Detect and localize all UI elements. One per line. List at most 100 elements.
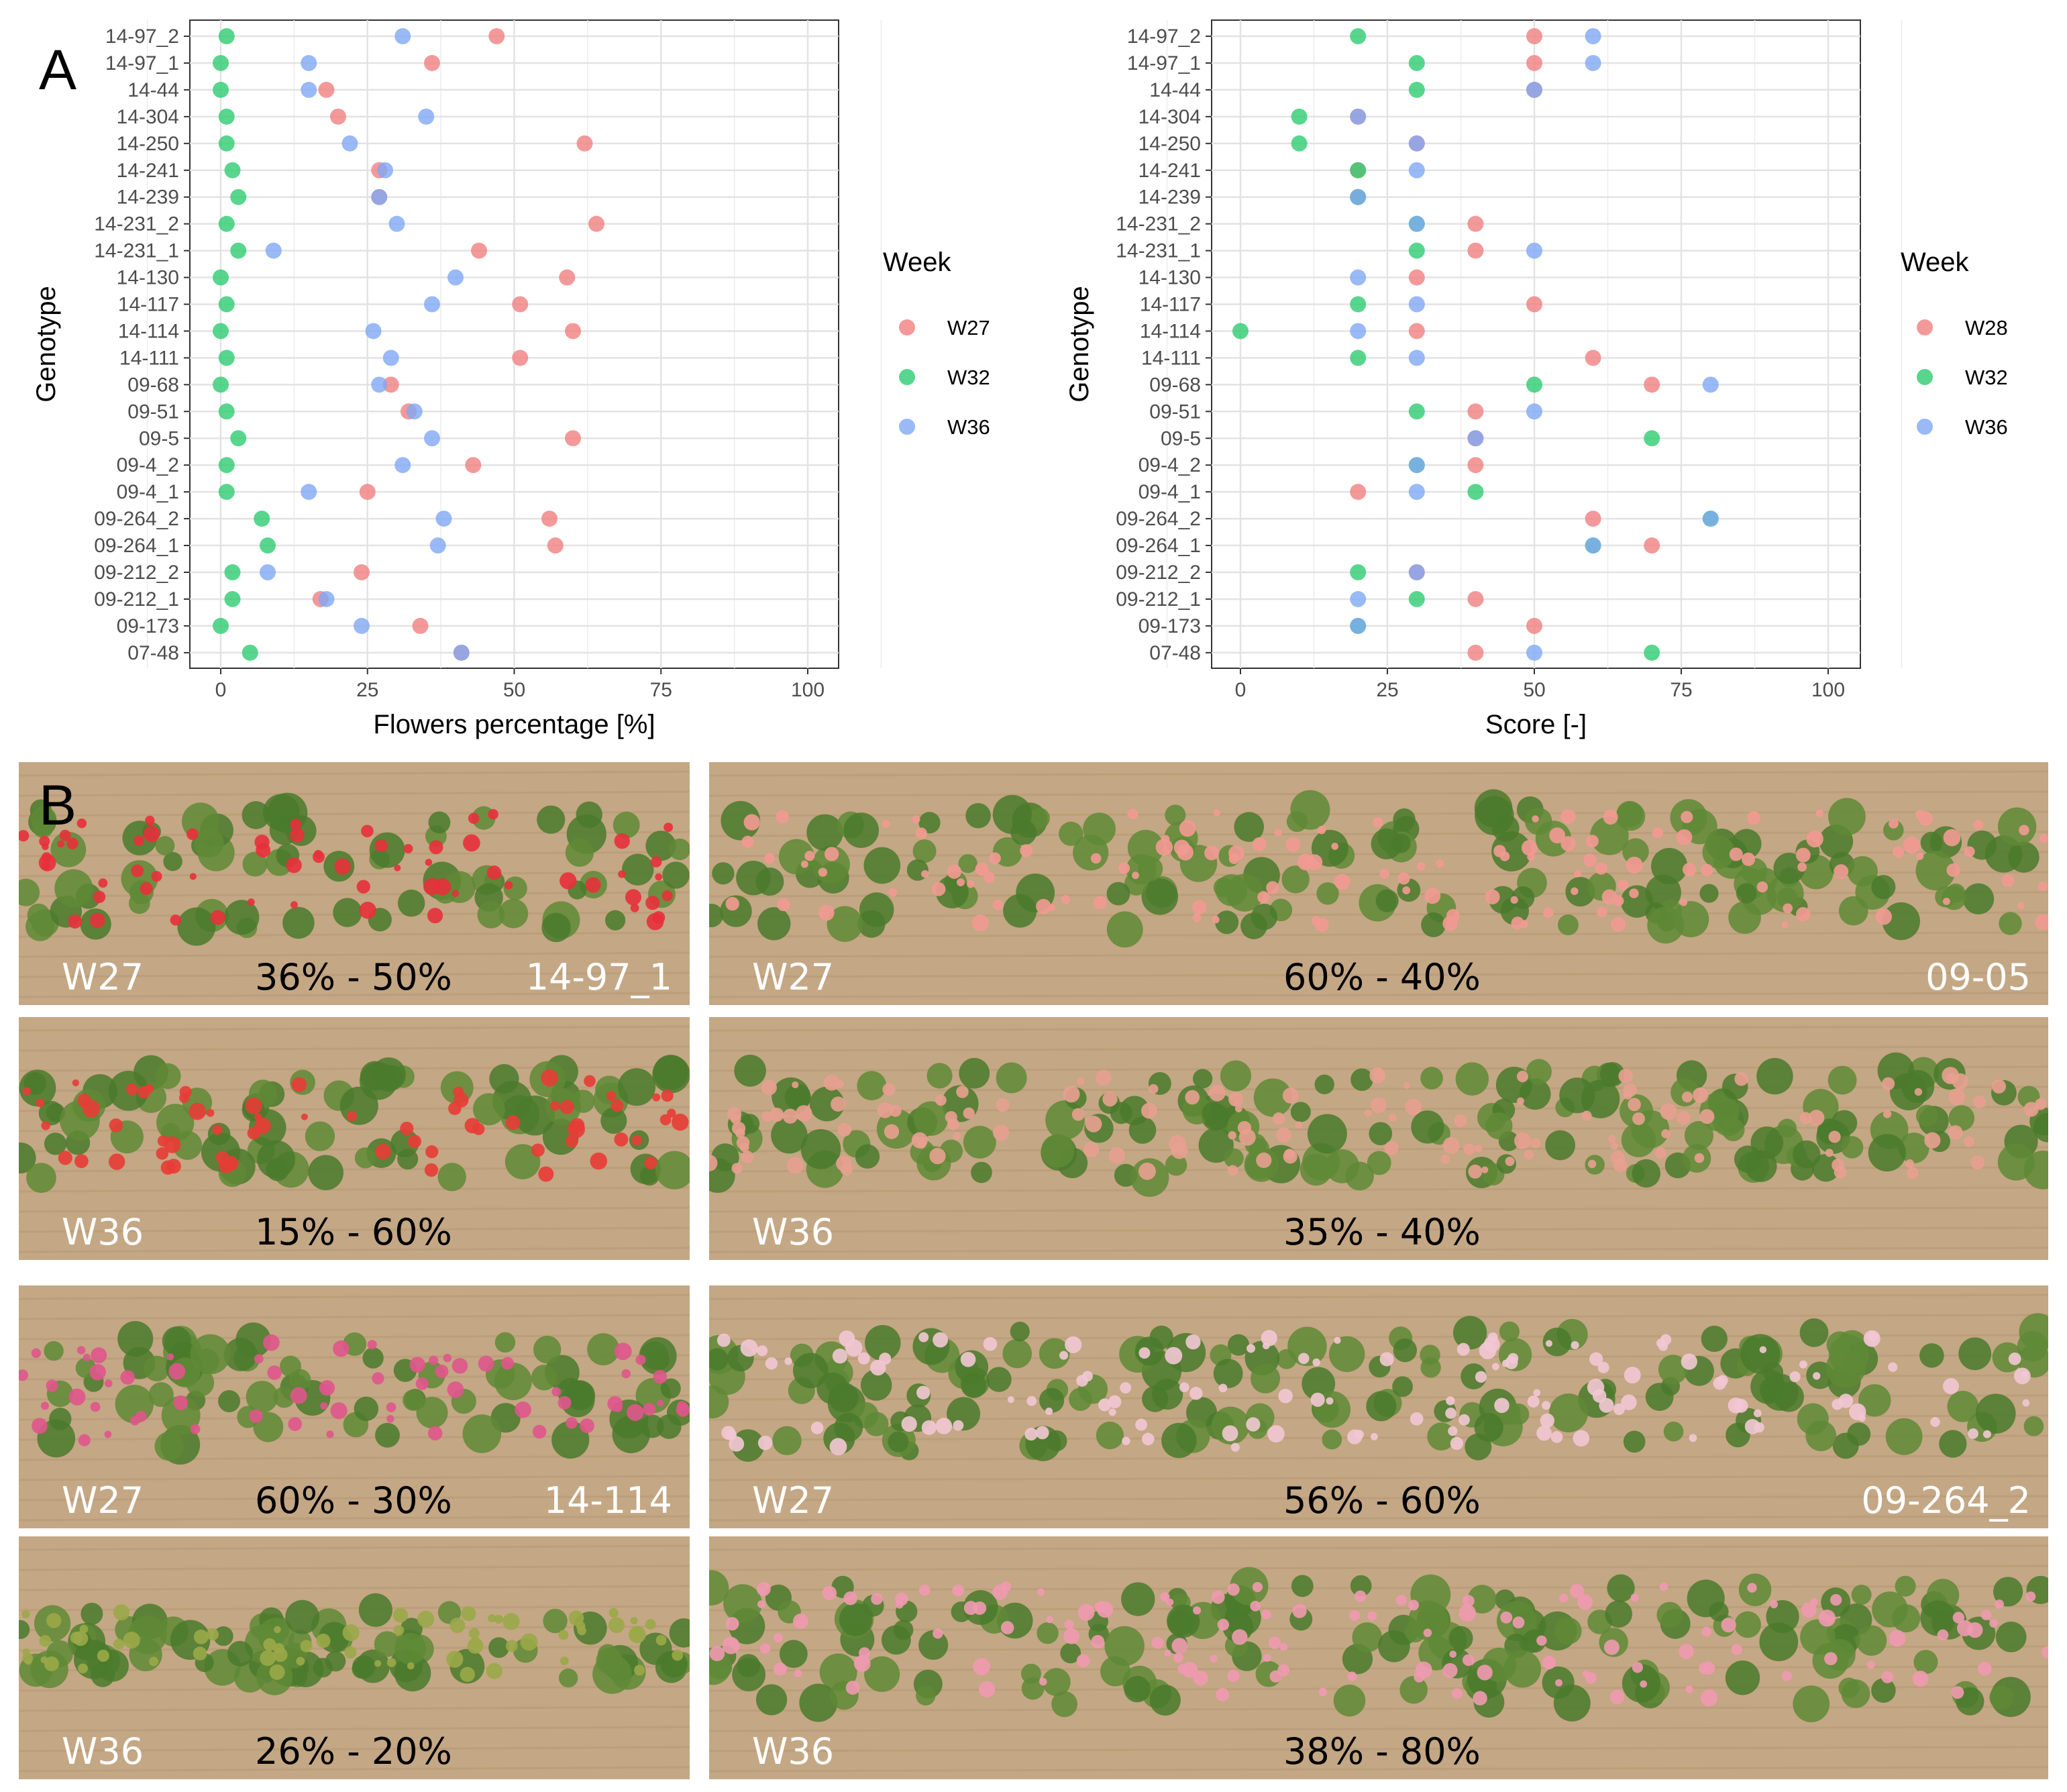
x-tick-label: 25 [1376,679,1398,701]
y-tick-label: 09-264_1 [1116,535,1201,557]
photo-genotype-label: 09-264_2 [1861,1479,2031,1522]
legend-key-w32 [1917,369,1933,385]
photo-percentage-label: 38% - 80% [1283,1730,1481,1773]
data-point-w32 [213,323,229,339]
data-point-w36 [1408,564,1425,580]
data-point-w28 [1408,269,1425,286]
y-tick-label: 09-212_2 [1116,562,1201,584]
x-tick-label: 0 [215,679,227,701]
data-point-w36 [1585,28,1601,44]
y-tick-label: 14-231_1 [1116,240,1201,262]
y-tick-label: 14-239 [1138,187,1201,209]
data-point-w36 [318,590,335,607]
rose-photo-2: W27 60% - 40% 09-05 [709,762,2048,1005]
data-point-w32 [1408,403,1425,420]
y-tick-label: 14-304 [1138,106,1201,128]
data-point-w27 [559,269,576,286]
data-point-w32 [218,350,235,366]
photo-week-label: W27 [752,1479,835,1522]
data-point-w36 [1526,81,1542,98]
y-tick-label: 09-5 [1161,427,1201,450]
data-point-w36 [365,323,382,339]
y-tick-label: 07-48 [127,642,179,664]
data-point-w28 [1467,215,1484,232]
x-tick-label: 50 [503,679,525,701]
data-point-w32 [1408,81,1425,98]
data-point-w32 [1526,376,1542,393]
data-point-w32 [1467,484,1484,500]
data-point-w36 [1350,189,1367,205]
rose-photo-6: W27 56% - 60% 09-264_2 [709,1285,2048,1528]
data-point-w32 [218,484,235,500]
y-tick-label: 14-97_2 [1127,25,1201,48]
y-tick-label: 14-111 [1141,347,1201,369]
x-tick-label: 100 [1811,679,1845,701]
field-image [19,770,690,998]
field-image [709,770,2048,998]
data-point-w36 [406,403,423,420]
photo-week-label: W36 [752,1211,835,1253]
y-tick-label: 09-4_1 [1138,481,1201,503]
data-point-w36 [341,135,358,152]
data-point-w36 [1408,135,1425,152]
y-tick-label: 09-173 [1138,615,1201,637]
y-tick-label: 14-97_1 [1127,52,1201,74]
photo-percentage-label: 56% - 60% [1283,1479,1481,1522]
y-tick-label: 14-231_2 [1116,213,1201,235]
data-point-w28 [1408,323,1425,339]
y-tick-label: 09-212_2 [94,562,179,584]
data-point-w32 [213,81,229,98]
data-point-w36 [1408,215,1425,232]
photo-week-label: W27 [62,1479,144,1522]
y-tick-label: 09-212_1 [94,588,179,611]
data-point-w28 [1526,28,1542,44]
y-tick-label: 14-130 [1138,267,1201,289]
data-point-w32 [1350,350,1367,366]
rose-photo-4: W36 35% - 40% [709,1017,2048,1260]
data-point-w36 [301,81,317,98]
data-point-w32 [218,135,235,152]
photo-percentage-label: 35% - 40% [1283,1211,1481,1253]
legend-key-w32 [899,369,915,385]
data-point-w32 [1644,430,1660,447]
panel-b-label: B [39,774,77,837]
data-point-w28 [1526,617,1542,634]
data-point-w27 [382,376,399,393]
legend-label-w32: W32 [1965,366,2008,389]
data-point-w32 [218,403,235,420]
data-point-w32 [1408,242,1425,259]
data-point-w27 [354,564,370,580]
plot-area [1211,19,1861,669]
data-point-w32 [260,537,276,554]
photo-genotype-label: 14-97_1 [525,956,672,998]
y-tick-label: 09-51 [1149,401,1201,423]
data-point-w36 [1408,162,1425,178]
data-point-w27 [547,537,564,554]
y-tick-label: 09-51 [127,401,179,423]
data-point-w27 [318,81,335,98]
photo-percentage-label: 60% - 40% [1283,956,1481,998]
photo-genotype-label: 09-05 [1925,956,2031,998]
field-image [709,1544,2048,1773]
flowers-percentage-chart: 0 25 50 75 100 14-97_2 14-97_1 14-44 14-304 14-25… [32,19,990,739]
data-point-w28 [1585,511,1601,527]
photo-genotype-label: 14-114 [543,1479,672,1522]
data-point-w28 [1467,644,1484,661]
x-axis-title: Score [-] [1485,710,1587,739]
y-tick-label: 14-97_2 [105,25,179,48]
x-tick-label: 50 [1523,679,1545,701]
data-point-w32 [1291,135,1308,152]
x-tick-label: 25 [356,679,378,701]
legend-label-w36: W36 [947,415,990,439]
data-point-w27 [471,242,487,259]
score-chart: 0 25 50 75 100 14-97_2 14-97_1 14-44 14-304 14-25… [1065,19,2008,739]
y-tick-label: 09-4_2 [117,454,179,476]
x-axis-title: Flowers percentage [%] [373,710,655,739]
data-point-w36 [1408,350,1425,366]
y-tick-label: 09-173 [117,615,179,637]
data-point-w36 [1408,484,1425,500]
photo-percentage-label: 60% - 30% [255,1479,452,1522]
data-point-w32 [218,457,235,474]
x-tick-label: 0 [1235,679,1247,701]
data-point-w36 [1526,403,1542,420]
